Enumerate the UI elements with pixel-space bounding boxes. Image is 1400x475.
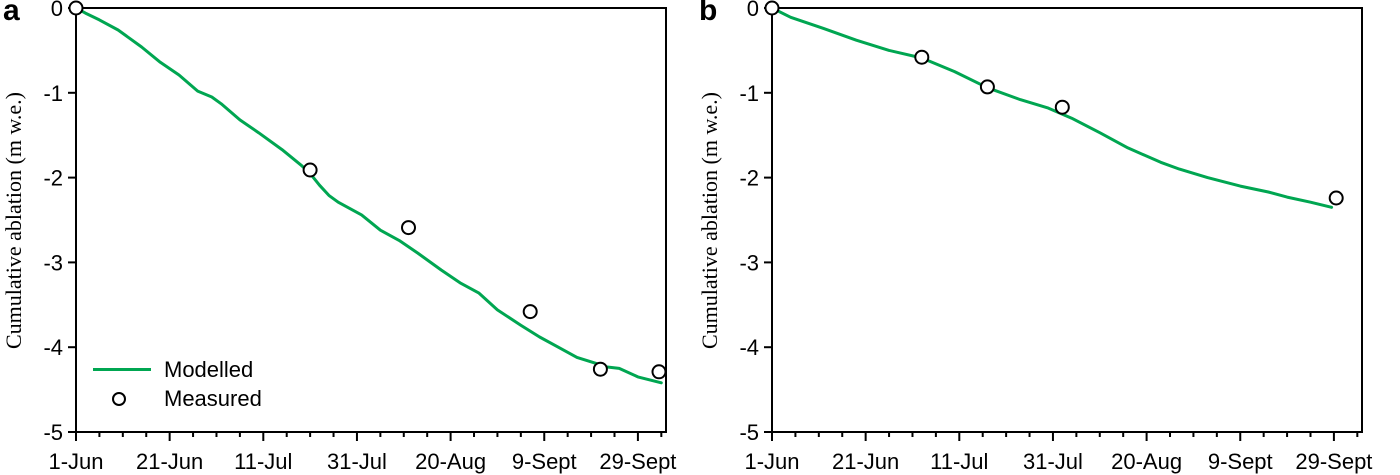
plot-area-a: 0 -1 -2 -3 -4 -5 1-Jun 21-Jun 11-Jul 31-Jul 20-Aug… (43, 0, 676, 474)
measured-point (764, 0, 780, 16)
modelled-line (74, 6, 663, 385)
panel-b: 0 -1 -2 -3 -4 -5 1-Jun 21-Jun 11-Jul 31-Jul 20-Aug… (696, 0, 1400, 475)
x-tick-label: 20-Aug (415, 449, 486, 474)
y-tick-label: -1 (43, 81, 63, 106)
y-tick-label: -3 (43, 250, 63, 275)
y-tick-label: 0 (747, 0, 759, 21)
x-tick-label: 31-Jul (1023, 449, 1083, 474)
measured-point (1054, 99, 1070, 115)
y-tick-label: -2 (739, 166, 759, 191)
x-tick-label: 21-Jun (832, 449, 899, 474)
plot-frame (75, 7, 667, 433)
x-tick-label: 20-Aug (1111, 449, 1182, 474)
y-tick-label: -4 (739, 335, 759, 360)
measured-point (68, 0, 84, 16)
modelled-line-sample (90, 368, 158, 371)
plot-frame (771, 7, 1363, 433)
measured-point (522, 304, 538, 320)
measured-point (979, 79, 995, 95)
panel-letter-b: b (699, 0, 718, 27)
legend: Modelled Measured (90, 355, 262, 413)
x-tick-label: 11-Jul (234, 449, 292, 474)
y-tick-label: -2 (43, 166, 63, 191)
measured-point (401, 220, 416, 236)
y-tick-label: -3 (739, 250, 759, 275)
y-tick-label: -1 (739, 81, 759, 106)
measured-point (914, 49, 930, 65)
y-tick-label: -4 (43, 335, 63, 360)
open-circle-icon (112, 391, 126, 406)
x-tick-label: 11-Jul (930, 449, 988, 474)
y-tick-label: -5 (739, 420, 759, 445)
panel-letter-a: a (3, 0, 20, 27)
y-axis-title-a: Cumulative ablation (m w.e.) (1, 91, 26, 349)
legend-label-measured: Measured (164, 385, 262, 411)
y-tick-label: -5 (43, 420, 63, 445)
modelled-line (770, 6, 1334, 209)
x-tick-label: 9-Sept (1208, 449, 1273, 474)
legend-label-modelled: Modelled (164, 356, 254, 382)
modelled-line-icon (93, 368, 151, 371)
x-tick-label: 9-Sept (512, 449, 577, 474)
measured-point (1328, 190, 1344, 206)
y-axis-title-b: Cumulative ablation (m w.e.) (697, 91, 722, 349)
legend-row-measured: Measured (90, 384, 262, 413)
x-tick-label: 1-Jun (744, 449, 799, 474)
y-tick-label: 0 (51, 0, 63, 21)
plot-area-b: 0 -1 -2 -3 -4 -5 1-Jun 21-Jun 11-Jul 31-Jul 20-Aug… (739, 0, 1372, 474)
measured-point (651, 364, 667, 380)
x-tick-label: 29-Sept (599, 449, 676, 474)
panel-a: 0 -1 -2 -3 -4 -5 1-Jun 21-Jun 11-Jul 31-Jul 20-Aug… (1, 0, 676, 474)
measured-point (592, 361, 608, 377)
measured-point (302, 162, 318, 178)
x-tick-label: 31-Jul (327, 449, 387, 474)
x-tick-label: 21-Jun (136, 449, 203, 474)
x-tick-label: 29-Sept (1295, 449, 1372, 474)
legend-row-modelled: Modelled (90, 355, 262, 384)
measured-marker-sample (90, 391, 158, 406)
x-tick-label: 1-Jun (48, 449, 103, 474)
